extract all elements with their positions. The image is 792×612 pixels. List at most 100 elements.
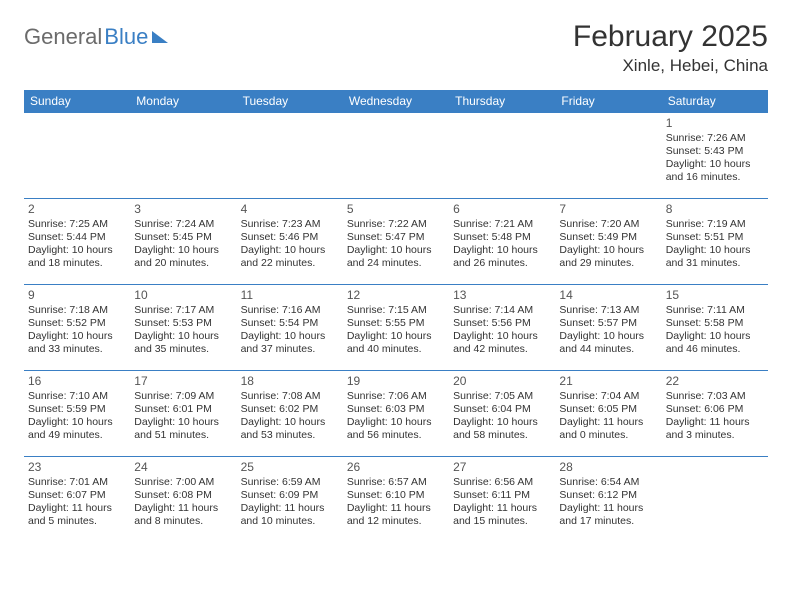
sunset-text: Sunset: 5:54 PM: [241, 317, 339, 330]
daylight-text: Daylight: 10 hours and 22 minutes.: [241, 244, 339, 270]
weekday-header: Thursday: [449, 90, 555, 113]
day-number: 18: [241, 374, 339, 389]
weekday-header: Sunday: [24, 90, 130, 113]
calendar-day-cell: 12Sunrise: 7:15 AMSunset: 5:55 PMDayligh…: [343, 285, 449, 371]
daylight-text: Daylight: 10 hours and 44 minutes.: [559, 330, 657, 356]
day-number: 15: [666, 288, 764, 303]
sunrise-text: Sunrise: 7:11 AM: [666, 304, 764, 317]
day-number: 11: [241, 288, 339, 303]
sunset-text: Sunset: 6:01 PM: [134, 403, 232, 416]
day-number: 5: [347, 202, 445, 217]
daylight-text: Daylight: 10 hours and 37 minutes.: [241, 330, 339, 356]
calendar-day-cell: 20Sunrise: 7:05 AMSunset: 6:04 PMDayligh…: [449, 371, 555, 457]
sunset-text: Sunset: 5:52 PM: [28, 317, 126, 330]
sunrise-text: Sunrise: 7:23 AM: [241, 218, 339, 231]
calendar-day-cell: 19Sunrise: 7:06 AMSunset: 6:03 PMDayligh…: [343, 371, 449, 457]
sunset-text: Sunset: 5:55 PM: [347, 317, 445, 330]
daylight-text: Daylight: 10 hours and 18 minutes.: [28, 244, 126, 270]
calendar-day-cell: 27Sunrise: 6:56 AMSunset: 6:11 PMDayligh…: [449, 457, 555, 543]
calendar-day-cell: 17Sunrise: 7:09 AMSunset: 6:01 PMDayligh…: [130, 371, 236, 457]
weekday-header: Saturday: [662, 90, 768, 113]
sunrise-text: Sunrise: 6:57 AM: [347, 476, 445, 489]
daylight-text: Daylight: 10 hours and 29 minutes.: [559, 244, 657, 270]
calendar-week-row: 9Sunrise: 7:18 AMSunset: 5:52 PMDaylight…: [24, 285, 768, 371]
day-number: 24: [134, 460, 232, 475]
calendar-day-cell: 2Sunrise: 7:25 AMSunset: 5:44 PMDaylight…: [24, 199, 130, 285]
sunrise-text: Sunrise: 7:09 AM: [134, 390, 232, 403]
logo-word1: General: [24, 24, 102, 50]
daylight-text: Daylight: 11 hours and 0 minutes.: [559, 416, 657, 442]
sunrise-text: Sunrise: 7:08 AM: [241, 390, 339, 403]
calendar-day-cell: 18Sunrise: 7:08 AMSunset: 6:02 PMDayligh…: [237, 371, 343, 457]
day-number: 23: [28, 460, 126, 475]
calendar-day-cell: 21Sunrise: 7:04 AMSunset: 6:05 PMDayligh…: [555, 371, 661, 457]
sunset-text: Sunset: 6:07 PM: [28, 489, 126, 502]
day-number: 14: [559, 288, 657, 303]
sunrise-text: Sunrise: 7:19 AM: [666, 218, 764, 231]
sunset-text: Sunset: 5:43 PM: [666, 145, 764, 158]
daylight-text: Daylight: 10 hours and 56 minutes.: [347, 416, 445, 442]
calendar-day-cell: 22Sunrise: 7:03 AMSunset: 6:06 PMDayligh…: [662, 371, 768, 457]
calendar-day-cell: 15Sunrise: 7:11 AMSunset: 5:58 PMDayligh…: [662, 285, 768, 371]
sunrise-text: Sunrise: 7:21 AM: [453, 218, 551, 231]
day-number: 6: [453, 202, 551, 217]
daylight-text: Daylight: 10 hours and 51 minutes.: [134, 416, 232, 442]
calendar-day-cell: 25Sunrise: 6:59 AMSunset: 6:09 PMDayligh…: [237, 457, 343, 543]
sunrise-text: Sunrise: 7:20 AM: [559, 218, 657, 231]
calendar-day-cell: [555, 113, 661, 199]
day-number: 17: [134, 374, 232, 389]
sunset-text: Sunset: 6:06 PM: [666, 403, 764, 416]
sunrise-text: Sunrise: 7:16 AM: [241, 304, 339, 317]
sunrise-text: Sunrise: 7:06 AM: [347, 390, 445, 403]
calendar-day-cell: [130, 113, 236, 199]
day-number: 16: [28, 374, 126, 389]
calendar-day-cell: 16Sunrise: 7:10 AMSunset: 5:59 PMDayligh…: [24, 371, 130, 457]
weekday-header-row: Sunday Monday Tuesday Wednesday Thursday…: [24, 90, 768, 113]
calendar-week-row: 2Sunrise: 7:25 AMSunset: 5:44 PMDaylight…: [24, 199, 768, 285]
calendar-day-cell: 1Sunrise: 7:26 AMSunset: 5:43 PMDaylight…: [662, 113, 768, 199]
sunset-text: Sunset: 6:08 PM: [134, 489, 232, 502]
month-title: February 2025: [573, 20, 768, 54]
sunset-text: Sunset: 5:57 PM: [559, 317, 657, 330]
day-number: 27: [453, 460, 551, 475]
day-number: 8: [666, 202, 764, 217]
day-number: 7: [559, 202, 657, 217]
sunset-text: Sunset: 5:46 PM: [241, 231, 339, 244]
calendar-day-cell: 14Sunrise: 7:13 AMSunset: 5:57 PMDayligh…: [555, 285, 661, 371]
daylight-text: Daylight: 10 hours and 24 minutes.: [347, 244, 445, 270]
day-number: 19: [347, 374, 445, 389]
daylight-text: Daylight: 10 hours and 40 minutes.: [347, 330, 445, 356]
sunset-text: Sunset: 6:03 PM: [347, 403, 445, 416]
calendar-day-cell: [237, 113, 343, 199]
sunrise-text: Sunrise: 6:56 AM: [453, 476, 551, 489]
day-number: 4: [241, 202, 339, 217]
daylight-text: Daylight: 10 hours and 26 minutes.: [453, 244, 551, 270]
sunset-text: Sunset: 5:58 PM: [666, 317, 764, 330]
calendar-day-cell: 13Sunrise: 7:14 AMSunset: 5:56 PMDayligh…: [449, 285, 555, 371]
day-number: 2: [28, 202, 126, 217]
sunset-text: Sunset: 6:12 PM: [559, 489, 657, 502]
daylight-text: Daylight: 11 hours and 15 minutes.: [453, 502, 551, 528]
calendar-day-cell: 7Sunrise: 7:20 AMSunset: 5:49 PMDaylight…: [555, 199, 661, 285]
calendar-day-cell: 26Sunrise: 6:57 AMSunset: 6:10 PMDayligh…: [343, 457, 449, 543]
sunset-text: Sunset: 6:09 PM: [241, 489, 339, 502]
calendar-day-cell: 24Sunrise: 7:00 AMSunset: 6:08 PMDayligh…: [130, 457, 236, 543]
daylight-text: Daylight: 10 hours and 35 minutes.: [134, 330, 232, 356]
weekday-header: Monday: [130, 90, 236, 113]
daylight-text: Daylight: 10 hours and 42 minutes.: [453, 330, 551, 356]
daylight-text: Daylight: 10 hours and 46 minutes.: [666, 330, 764, 356]
sunset-text: Sunset: 6:11 PM: [453, 489, 551, 502]
day-number: 9: [28, 288, 126, 303]
day-number: 20: [453, 374, 551, 389]
calendar-day-cell: [24, 113, 130, 199]
sunrise-text: Sunrise: 7:18 AM: [28, 304, 126, 317]
sunrise-text: Sunrise: 7:01 AM: [28, 476, 126, 489]
daylight-text: Daylight: 11 hours and 3 minutes.: [666, 416, 764, 442]
sunrise-text: Sunrise: 7:10 AM: [28, 390, 126, 403]
weekday-header: Tuesday: [237, 90, 343, 113]
sunset-text: Sunset: 5:51 PM: [666, 231, 764, 244]
calendar-day-cell: 5Sunrise: 7:22 AMSunset: 5:47 PMDaylight…: [343, 199, 449, 285]
sunrise-text: Sunrise: 7:15 AM: [347, 304, 445, 317]
sunset-text: Sunset: 6:02 PM: [241, 403, 339, 416]
daylight-text: Daylight: 10 hours and 33 minutes.: [28, 330, 126, 356]
